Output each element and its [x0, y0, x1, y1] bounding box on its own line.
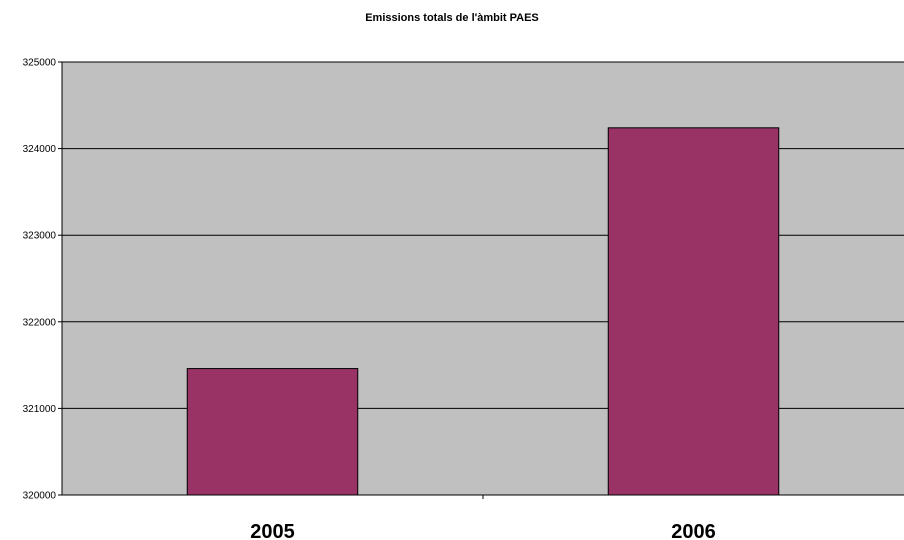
y-tick-label: 321000 [23, 404, 57, 415]
x-tick-label: 2005 [250, 521, 295, 540]
y-tick-label: 320000 [23, 491, 57, 502]
y-tick-label: 325000 [23, 58, 57, 69]
y-axis: 320000 321000 322000 323000 324000 325000 [23, 58, 63, 502]
chart-title: Emissions totals de l'àmbit PAES [365, 12, 539, 24]
bar-2006 [607, 127, 780, 496]
bars [186, 127, 780, 496]
x-axis: 2005 2006 [62, 494, 904, 540]
x-tick-label: 2006 [671, 521, 716, 540]
y-tick-label: 322000 [23, 317, 57, 328]
y-tick-label: 323000 [23, 231, 57, 242]
y-tick-label: 324000 [23, 144, 57, 155]
bar-2005 [186, 368, 359, 496]
